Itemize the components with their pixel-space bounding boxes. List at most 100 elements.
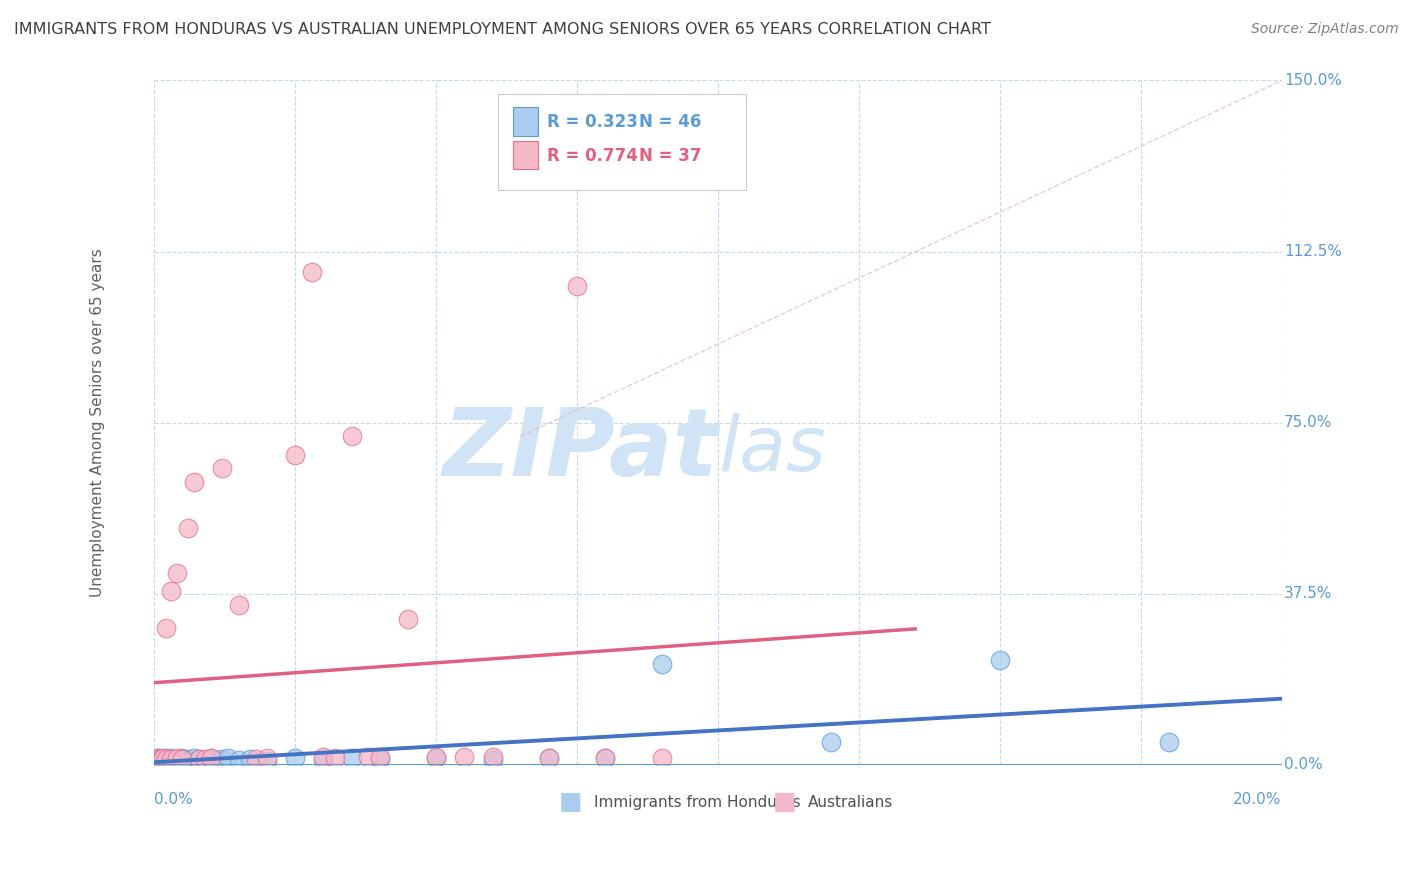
Point xyxy=(172,752,194,766)
Point xyxy=(188,752,211,766)
Point xyxy=(155,751,177,765)
Text: las: las xyxy=(718,413,825,487)
Point xyxy=(256,754,278,768)
Point xyxy=(150,752,173,766)
Text: N = 37: N = 37 xyxy=(640,147,702,165)
FancyBboxPatch shape xyxy=(498,95,747,190)
Point xyxy=(565,278,588,293)
Text: ■: ■ xyxy=(560,790,582,814)
Point xyxy=(481,750,503,764)
Point xyxy=(239,752,262,766)
Point xyxy=(177,520,200,534)
Text: Immigrants from Honduras: Immigrants from Honduras xyxy=(593,795,800,810)
Point xyxy=(245,752,267,766)
Text: ZIPat: ZIPat xyxy=(443,404,718,496)
Point xyxy=(145,753,167,767)
Point xyxy=(166,752,188,766)
FancyBboxPatch shape xyxy=(513,107,537,136)
Point xyxy=(148,753,170,767)
Text: 37.5%: 37.5% xyxy=(1284,586,1333,601)
Point xyxy=(150,753,173,767)
Text: 150.0%: 150.0% xyxy=(1284,73,1341,88)
FancyBboxPatch shape xyxy=(513,141,537,169)
Text: Australians: Australians xyxy=(808,795,893,810)
Point xyxy=(160,584,183,599)
Point xyxy=(205,753,228,767)
Text: Unemployment Among Seniors over 65 years: Unemployment Among Seniors over 65 years xyxy=(90,248,105,597)
Point xyxy=(368,752,391,766)
Text: 0.0%: 0.0% xyxy=(155,792,193,807)
Point xyxy=(172,751,194,765)
Point xyxy=(150,753,173,767)
Point xyxy=(340,429,363,443)
Text: 112.5%: 112.5% xyxy=(1284,244,1341,259)
Point xyxy=(593,751,616,765)
Point xyxy=(149,752,172,766)
Point xyxy=(148,753,170,767)
Point xyxy=(155,621,177,635)
Text: 20.0%: 20.0% xyxy=(1233,792,1282,807)
Point xyxy=(172,753,194,767)
Point xyxy=(211,752,233,766)
Point xyxy=(188,752,211,766)
Point xyxy=(651,657,673,672)
Point xyxy=(145,752,167,766)
Point xyxy=(194,754,217,768)
Text: N = 46: N = 46 xyxy=(640,112,702,130)
Point xyxy=(368,750,391,764)
Point xyxy=(152,754,174,768)
Point xyxy=(155,754,177,768)
Point xyxy=(167,754,190,768)
Point xyxy=(160,751,183,765)
Point xyxy=(200,751,222,765)
Point xyxy=(145,754,167,768)
Point xyxy=(453,750,475,764)
Point xyxy=(357,750,380,764)
Point xyxy=(155,752,177,766)
Point xyxy=(194,752,217,766)
Point xyxy=(312,750,335,764)
Point xyxy=(228,753,250,767)
Point xyxy=(988,653,1011,667)
Text: R = 0.323: R = 0.323 xyxy=(547,112,637,130)
Point xyxy=(146,751,169,765)
Point xyxy=(651,751,673,765)
Point xyxy=(166,566,188,581)
Point xyxy=(149,754,172,768)
Text: 0.0%: 0.0% xyxy=(1284,757,1323,772)
Point xyxy=(1157,735,1180,749)
Point xyxy=(183,751,205,765)
Point xyxy=(312,753,335,767)
Text: R = 0.774: R = 0.774 xyxy=(547,147,637,165)
Point xyxy=(323,751,346,765)
Point xyxy=(425,751,447,765)
Point xyxy=(211,461,233,475)
Point xyxy=(157,752,180,766)
Point xyxy=(593,751,616,765)
Text: Source: ZipAtlas.com: Source: ZipAtlas.com xyxy=(1251,22,1399,37)
Point xyxy=(256,751,278,765)
Point xyxy=(149,751,172,765)
Text: 75.0%: 75.0% xyxy=(1284,415,1333,430)
Point xyxy=(481,753,503,767)
Point xyxy=(160,752,183,766)
Point xyxy=(284,448,307,462)
Point xyxy=(183,475,205,489)
Point xyxy=(177,752,200,766)
Text: IMMIGRANTS FROM HONDURAS VS AUSTRALIAN UNEMPLOYMENT AMONG SENIORS OVER 65 YEARS : IMMIGRANTS FROM HONDURAS VS AUSTRALIAN U… xyxy=(14,22,991,37)
Text: ■: ■ xyxy=(773,790,797,814)
Point xyxy=(146,751,169,765)
Point xyxy=(425,750,447,764)
Point xyxy=(537,751,560,765)
Point xyxy=(200,751,222,765)
Point xyxy=(162,753,184,767)
Point xyxy=(228,598,250,612)
Point xyxy=(284,751,307,765)
Point xyxy=(537,751,560,765)
Point xyxy=(396,612,419,626)
Point xyxy=(152,751,174,765)
Point xyxy=(188,753,211,767)
Point xyxy=(217,751,239,765)
Point xyxy=(820,735,842,749)
Point xyxy=(301,265,323,279)
